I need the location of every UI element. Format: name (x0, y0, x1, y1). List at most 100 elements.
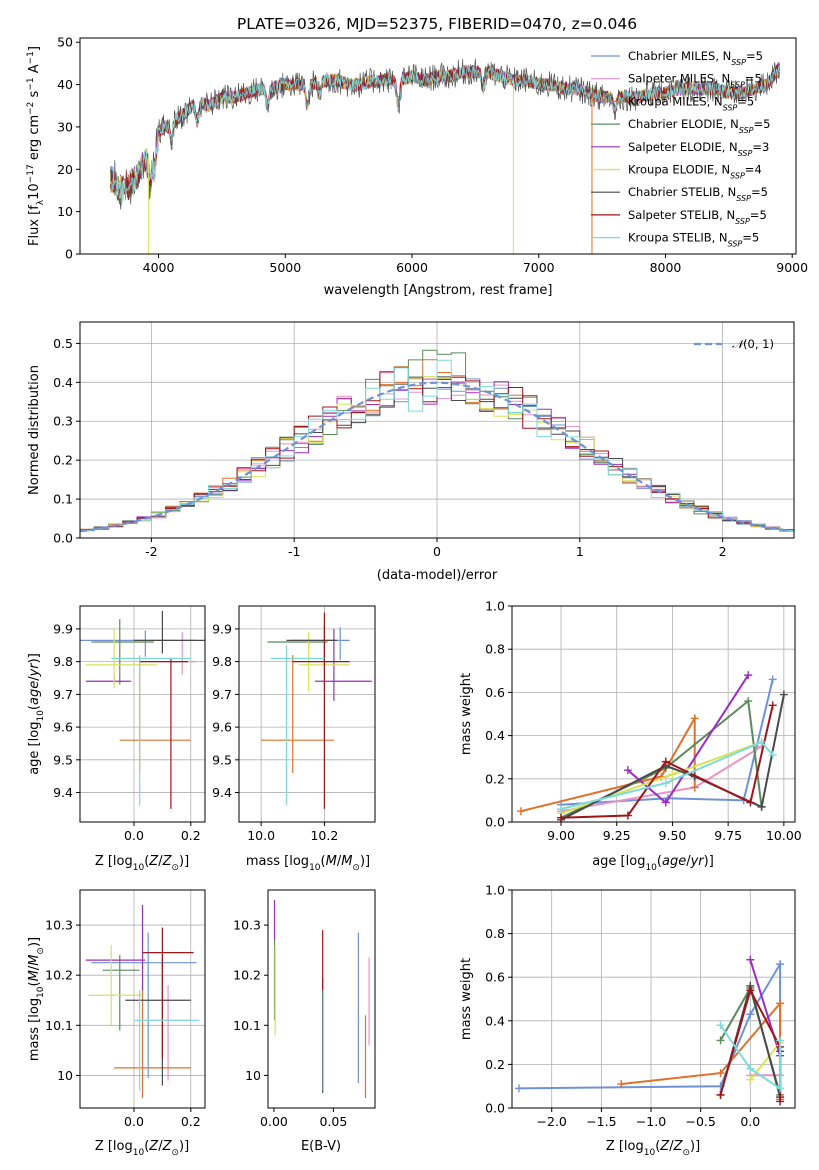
y-tick-label: 0.0 (485, 815, 505, 830)
y-tick-label: 0 (65, 247, 73, 262)
marker-salpeter-elodie (661, 798, 670, 807)
marker-kroupa-stelib (776, 1036, 785, 1045)
legend-entry-chabrier-elodie: Chabrier ELODIE, NSSP=5 (628, 117, 770, 135)
axes-frame (511, 889, 796, 1109)
marker-kroupa-stelib (757, 738, 766, 747)
series-line-chabrier-miles (518, 960, 782, 1098)
legend: Chabrier MILES, NSSP=5 Salpeter MILES, NS… (591, 49, 770, 248)
y-tick-label: 0.5 (53, 336, 73, 351)
y-tick-label: 9.4 (53, 785, 73, 800)
y-tick-label: 10.1 (45, 1018, 73, 1033)
mass-vs-ebv-panel: 0.00 0.05 10 10.1 10.2 10.3 E(B-V) (233, 889, 376, 1154)
x-tick-label: 0.0 (740, 1114, 760, 1129)
series-line-kroupa-stelib (719, 1024, 782, 1091)
y-tick-label: 0.0 (53, 531, 73, 546)
y-tick-label: 10.3 (233, 918, 261, 933)
x-axis-label: Z [log10(Z/Z⊙)] (606, 1139, 700, 1158)
marker-salpeter-stelib (768, 701, 777, 710)
y-tick-label: 10.3 (45, 918, 73, 933)
series-line-salpeter-elodie (749, 959, 782, 1056)
error-bars (80, 610, 205, 809)
legend-entry-kroupa-miles: Kroupa MILES, NSSP=5 (628, 94, 754, 112)
marker-kroupa-miles (716, 1069, 725, 1078)
x-tick-label: −1.5 (586, 1114, 616, 1129)
y-tick-label: 10.2 (233, 968, 261, 983)
spectrum-lines (110, 58, 780, 254)
y-tick-label: 0.2 (53, 453, 73, 468)
x-axis-label: (data-model)/error (377, 568, 498, 583)
legend-entry-salpeter-miles: Salpeter MILES, NSSP=5 (628, 72, 762, 90)
x-tick-label: 10.2 (310, 828, 338, 843)
y-tick-label: 9.7 (212, 687, 232, 702)
y-tick-label: 10.2 (45, 968, 73, 983)
x-tick-label: 1 (576, 544, 584, 559)
x-tick-label: 0.00 (260, 1114, 288, 1129)
marker-kroupa-elodie (668, 770, 677, 779)
legend-entry-kroupa-stelib: Kroupa STELIB, NSSP=5 (628, 231, 759, 249)
marker-salpeter-stelib (716, 1090, 725, 1099)
axes-frame (267, 889, 376, 1109)
x-tick-label: -1 (288, 544, 300, 559)
spectrum-kroupa-stelib (110, 65, 780, 206)
x-tick-label: 4000 (143, 260, 175, 275)
marker-salpeter-elodie (744, 671, 753, 680)
histogram-steps (80, 349, 794, 534)
mass-weight-vs-metallicity-panel: −2.0 −1.5 −1.0 −0.5 0.0 0.0 0.2 0.4 0.6 0.8 1.0 mas… (459, 883, 796, 1158)
marker-chabrier-miles (746, 1010, 755, 1019)
y-axis-label: Normed distribution (27, 365, 42, 495)
legend-series-name: Chabrier ELODIE (628, 117, 723, 131)
y-tick-label: 0.4 (485, 728, 505, 743)
figure-title: PLATE=0326, MJD=52375, FIBERID=0470, z=0… (237, 15, 637, 33)
x-tick-label: 0.0 (124, 828, 144, 843)
legend-entry-salpeter-stelib: Salpeter STELIB, NSSP=5 (628, 208, 767, 226)
normal-curve (80, 381, 792, 533)
series-lines (516, 671, 788, 822)
y-tick-label: 9.7 (53, 687, 73, 702)
legend-entry-normal: 𝒩(0, 1) (732, 337, 774, 351)
x-tick-label: 7000 (523, 260, 555, 275)
marker-salpeter-stelib (557, 813, 566, 822)
series-line-kroupa-elodie (560, 741, 762, 815)
legend-nssp-value: 5 (752, 231, 759, 245)
marker-chabrier-elodie (744, 697, 753, 706)
x-axis-label: mass [log10(M/M⊙)] (246, 854, 370, 873)
x-axis-label: Z [log10(Z/Z⊙)] (95, 854, 189, 873)
legend-nssp-value: 5 (754, 72, 761, 86)
x-tick-label: 0.2 (181, 1114, 201, 1129)
x-tick-label: 0.0 (124, 1114, 144, 1129)
marker-salpeter-stelib (746, 986, 755, 995)
x-tick-label: 8000 (650, 260, 682, 275)
y-tick-label: 10 (245, 1068, 261, 1083)
residuals-panel: -2 -1 0 1 2 0.0 0.1 0.2 0.3 0.4 0.5 𝒩(0, 1) (data-mo… (27, 321, 795, 583)
y-tick-label: 20 (57, 162, 73, 177)
legend-series-name: Salpeter ELODIE (628, 140, 722, 154)
y-tick-label: 1.0 (485, 599, 505, 614)
marker-kroupa-miles (516, 807, 525, 816)
x-tick-label: 6000 (396, 260, 428, 275)
mass-vs-metallicity-panel: 0.0 0.2 10 10.1 10.2 10.3 Z [log10(Z/Z⊙)] mass … (27, 889, 206, 1158)
legend-series-name: Kroupa MILES (628, 94, 707, 108)
y-tick-label: 0.2 (485, 1057, 505, 1072)
x-tick-label: 0 (433, 544, 441, 559)
series-lines (514, 955, 785, 1106)
marker-salpeter-elodie (746, 955, 755, 964)
legend-nssp-value: 5 (761, 185, 768, 199)
y-tick-label: 9.6 (53, 720, 73, 735)
marker-chabrier-stelib (757, 802, 766, 811)
x-tick-label: 9.75 (714, 828, 742, 843)
legend-normal-args: (0, 1) (743, 337, 774, 351)
axes-frame (79, 889, 206, 1109)
marker-kroupa-stelib (557, 805, 566, 814)
axes-frame (79, 605, 206, 823)
x-tick-label: 9000 (776, 260, 808, 275)
x-tick-label: −0.5 (685, 1114, 715, 1129)
marker-salpeter-stelib (661, 757, 670, 766)
y-axis-label: age [log10(age/yr)] (27, 653, 46, 775)
legend-nssp-value: 3 (762, 140, 769, 154)
legend-entry-chabrier-stelib: Chabrier STELIB, NSSP=5 (628, 185, 768, 203)
x-tick-label: 9.25 (603, 828, 631, 843)
age-vs-metallicity-panel: 0.0 0.2 9.4 9.5 9.6 9.7 9.8 9.9 Z [log10(Z/Z⊙)] a… (27, 605, 206, 873)
x-tick-label: 10.0 (247, 828, 275, 843)
x-axis-label: E(B-V) (301, 1139, 341, 1154)
legend-series-name: Kroupa STELIB (628, 231, 712, 245)
